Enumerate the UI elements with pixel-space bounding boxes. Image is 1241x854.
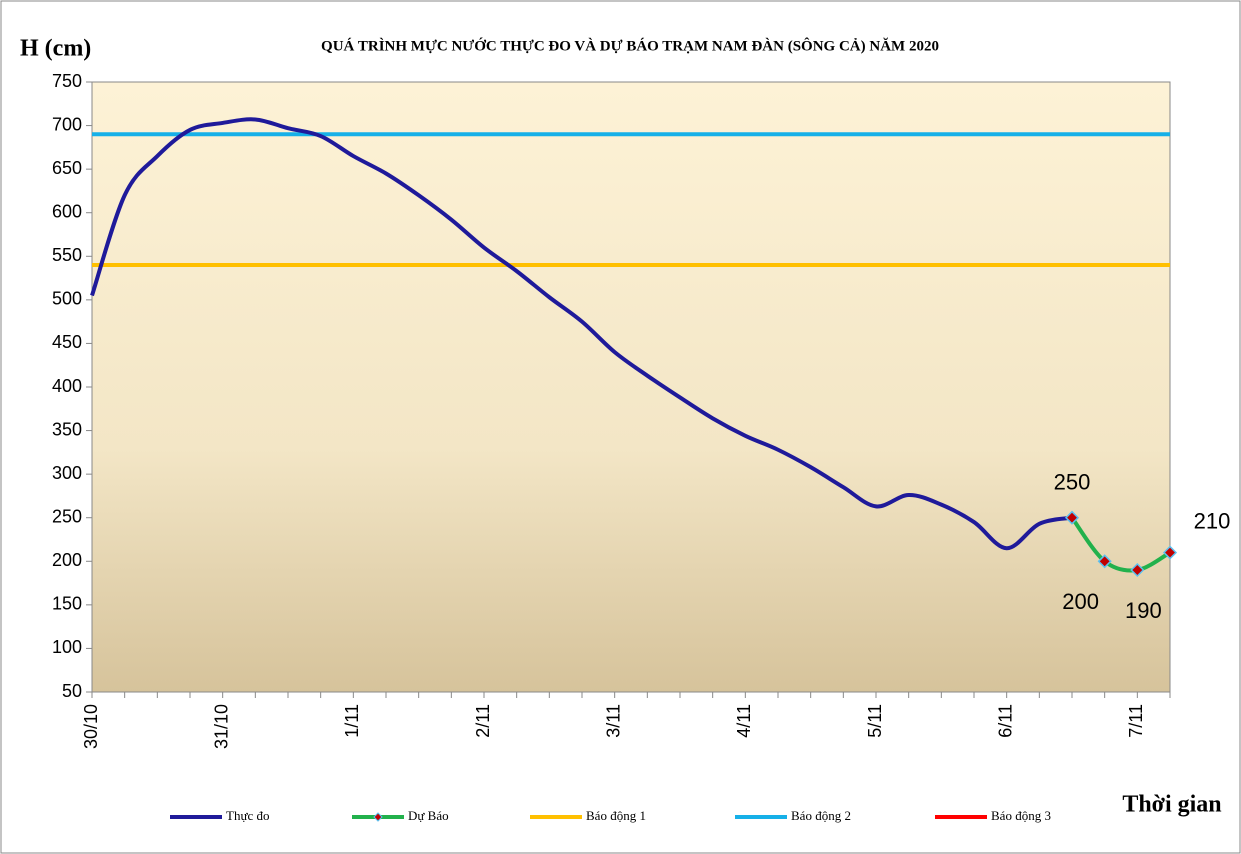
y-tick-label: 100 — [52, 637, 82, 657]
legend-label: Thực đo — [226, 808, 270, 823]
x-tick-label: 4/11 — [734, 704, 754, 738]
marker — [1162, 545, 1178, 560]
y-tick-label: 500 — [52, 289, 82, 309]
x-tick-label: 1/11 — [342, 704, 362, 738]
y-tick-label: 400 — [52, 376, 82, 396]
y-tick-label: 250 — [52, 506, 82, 526]
x-tick-label: 3/11 — [603, 704, 623, 738]
y-tick-label: 600 — [52, 201, 82, 221]
data-label: 190 — [1125, 598, 1162, 623]
x-tick-label: 6/11 — [995, 704, 1015, 738]
plot-area — [91, 81, 1171, 693]
y-tick-label: 650 — [52, 158, 82, 178]
marker — [1130, 562, 1145, 578]
y-tick-label: 350 — [52, 419, 82, 439]
x-tick-label: 31/10 — [211, 704, 231, 749]
x-tick-label: 7/11 — [1126, 704, 1146, 738]
marker — [1097, 554, 1112, 569]
data-label: 250 — [1054, 470, 1091, 495]
y-tick-label: 50 — [62, 681, 82, 701]
chart-title: QUÁ TRÌNH MỰC NƯỚC THỰC ĐO VÀ DỰ BÁO TRẠ… — [321, 37, 939, 54]
series-line — [1070, 516, 1172, 573]
series-line — [90, 117, 1073, 551]
y-tick-label: 550 — [52, 245, 82, 265]
y-tick-label: 700 — [52, 114, 82, 134]
legend-label: Báo động 3 — [991, 808, 1051, 823]
legend-label: Báo động 2 — [791, 808, 851, 823]
y-tick-label: 450 — [52, 332, 82, 352]
x-tick-label: 2/11 — [473, 704, 493, 738]
y-tick-label: 300 — [52, 463, 82, 483]
x-axis-label: Thời gian — [1122, 792, 1221, 818]
legend-label: Báo động 1 — [586, 808, 646, 823]
marker — [1064, 510, 1080, 525]
y-tick-label: 150 — [52, 594, 82, 614]
data-label: 200 — [1062, 589, 1099, 614]
y-axis-label: H (cm) — [20, 36, 91, 62]
x-tick-label: 30/10 — [81, 704, 101, 749]
y-tick-label: 750 — [52, 71, 82, 91]
legend-marker — [373, 812, 383, 822]
legend-label: Dự Báo — [408, 808, 449, 823]
x-tick-label: 5/11 — [865, 704, 885, 738]
y-tick-label: 200 — [52, 550, 82, 570]
data-label: 210 — [1194, 508, 1231, 533]
